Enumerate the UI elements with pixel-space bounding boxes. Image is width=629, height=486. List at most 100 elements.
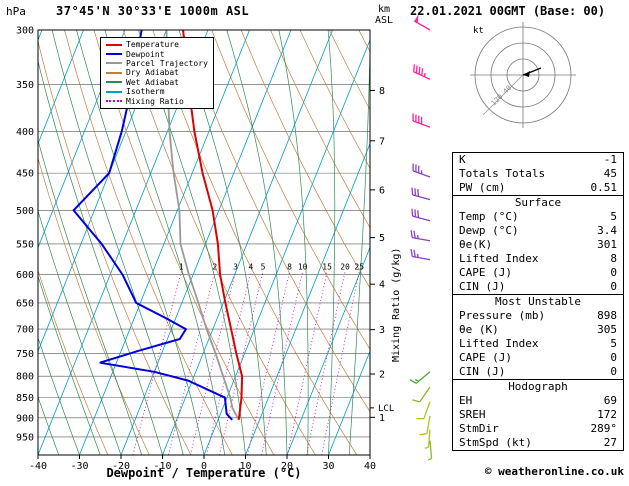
legend-item: Temperature bbox=[106, 40, 208, 49]
hodograph-ring bbox=[490, 42, 556, 108]
stat-value: 0 bbox=[610, 365, 617, 378]
svg-text:800: 800 bbox=[16, 372, 34, 383]
wind-barb bbox=[412, 163, 431, 178]
parcel-trajectory-curve bbox=[165, 30, 240, 421]
svg-text:20: 20 bbox=[340, 263, 350, 272]
stat-value: 8 bbox=[610, 252, 617, 265]
legend-label: Temperature bbox=[126, 40, 179, 50]
legend-label: Mixing Ratio bbox=[126, 96, 184, 106]
stat-label: EH bbox=[459, 394, 473, 407]
svg-text:-20: -20 bbox=[112, 461, 130, 472]
pressure-tick-labels: 300 350 400 450 500 550 600 650 700 750 800 850 900 9… bbox=[16, 26, 34, 444]
stat-label: Dewp (°C) bbox=[459, 224, 519, 237]
stat-row: CIN (J) 0 bbox=[453, 280, 623, 294]
legend-box: Temperature Dewpoint Parcel Trajectory Dry … bbox=[100, 37, 214, 109]
svg-text:40: 40 bbox=[364, 461, 376, 472]
legend-swatch bbox=[106, 81, 122, 84]
stat-label: Temp (°C) bbox=[459, 210, 519, 223]
dry-adiabat-lines bbox=[38, 30, 370, 455]
svg-text:350: 350 bbox=[16, 80, 34, 91]
stat-label: PW (cm) bbox=[459, 181, 506, 194]
svg-text:600: 600 bbox=[16, 270, 34, 281]
stat-row: K -1 bbox=[453, 153, 623, 167]
legend-label: Dewpoint bbox=[126, 49, 165, 59]
svg-text:25: 25 bbox=[354, 263, 364, 272]
stat-label: Totals Totals bbox=[459, 167, 546, 180]
svg-text:10: 10 bbox=[239, 461, 251, 472]
wind-barb bbox=[413, 64, 431, 80]
svg-text:650: 650 bbox=[16, 298, 34, 309]
stat-value: 301 bbox=[597, 238, 617, 251]
wind-barb bbox=[409, 371, 431, 384]
hodograph-unit-label: kt bbox=[473, 26, 484, 36]
wet-adiabat-lines bbox=[38, 30, 370, 455]
legend-swatch bbox=[106, 100, 122, 103]
wind-barb bbox=[414, 14, 431, 31]
svg-text:4: 4 bbox=[379, 280, 385, 291]
mixing-ratio-labels: 1 2 3 4 5 8 10 15 20 25 bbox=[179, 263, 364, 272]
stat-row: θe(K) 301 bbox=[453, 238, 623, 252]
legend-item: Mixing Ratio bbox=[106, 96, 208, 106]
stat-label: K bbox=[459, 153, 466, 166]
stat-value: 5 bbox=[610, 337, 617, 350]
svg-text:850: 850 bbox=[16, 393, 34, 404]
legend-swatch bbox=[106, 90, 122, 93]
svg-text:1: 1 bbox=[179, 263, 184, 272]
stat-label: CIN (J) bbox=[459, 280, 506, 293]
hodograph-ring bbox=[474, 26, 572, 124]
wind-barb bbox=[411, 208, 431, 222]
copyright: © weatheronline.co.uk bbox=[484, 465, 624, 478]
mixing-ratio-axis-label: Mixing Ratio (g/kg) bbox=[391, 247, 402, 362]
svg-text:0: 0 bbox=[201, 461, 207, 472]
stat-row: CAPE (J) 0 bbox=[453, 266, 623, 280]
svg-text:5: 5 bbox=[261, 263, 266, 272]
svg-text:LCL: LCL bbox=[378, 404, 394, 414]
svg-text:8: 8 bbox=[287, 263, 292, 272]
svg-text:2: 2 bbox=[212, 263, 217, 272]
legend-label: Isotherm bbox=[126, 87, 165, 97]
stat-value: 172 bbox=[597, 408, 617, 421]
svg-text:4: 4 bbox=[248, 263, 253, 272]
dewpoint-curve bbox=[72, 30, 233, 421]
stat-row: θe (K) 305 bbox=[453, 323, 623, 337]
temperature-curve bbox=[182, 30, 244, 420]
svg-text:300: 300 bbox=[16, 26, 34, 37]
wind-barb bbox=[412, 386, 431, 403]
legend-item: Dewpoint bbox=[106, 49, 208, 59]
stat-row: Temp (°C) 5 bbox=[453, 210, 623, 224]
stat-section-title: Hodograph bbox=[453, 379, 623, 394]
temperature-tick-labels: -40 -30 -20 -10 0 10 20 30 40 bbox=[29, 455, 376, 472]
svg-text:-40: -40 bbox=[29, 461, 47, 472]
svg-text:-10: -10 bbox=[153, 461, 171, 472]
stat-row: EH 69 bbox=[453, 394, 623, 408]
hodograph: 120 40 kt bbox=[470, 22, 576, 128]
wind-barb bbox=[410, 249, 431, 261]
stat-value: 0 bbox=[610, 280, 617, 293]
stat-value: 0 bbox=[610, 351, 617, 364]
wind-barb bbox=[412, 113, 431, 128]
stat-value: 305 bbox=[597, 323, 617, 336]
wind-barb bbox=[411, 187, 431, 201]
stats-table: K -1 Totals Totals 45 PW (cm) 0.51 Surface Temp… bbox=[452, 152, 624, 451]
svg-text:1: 1 bbox=[379, 413, 385, 424]
hodograph-storm-motion-arrow bbox=[523, 71, 530, 77]
stat-value: -1 bbox=[603, 153, 617, 166]
wind-barb bbox=[427, 440, 433, 461]
stat-row: CIN (J) 0 bbox=[453, 365, 623, 379]
svg-text:8: 8 bbox=[379, 86, 385, 97]
svg-text:950: 950 bbox=[16, 432, 34, 443]
svg-text:10: 10 bbox=[298, 263, 308, 272]
stat-value: 27 bbox=[603, 436, 617, 449]
stat-value: 3.4 bbox=[597, 224, 617, 237]
stat-label: θe (K) bbox=[459, 323, 499, 336]
wind-barb bbox=[424, 429, 431, 449]
legend-swatch bbox=[106, 53, 122, 56]
stat-label: StmSpd (kt) bbox=[459, 436, 532, 449]
run-date-title: 22.01.2021 00GMT (Base: 00) bbox=[410, 4, 606, 18]
stat-section-title: Surface bbox=[453, 195, 623, 210]
svg-text:500: 500 bbox=[16, 206, 34, 217]
stat-value: 0 bbox=[610, 266, 617, 279]
stat-row: Dewp (°C) 3.4 bbox=[453, 224, 623, 238]
skewt-diagram: 1 2 3 4 5 8 10 15 20 2530035040045050055060065070… bbox=[16, 14, 433, 472]
temperature-axis-label: Dewpoint / Temperature (°C) bbox=[106, 466, 302, 480]
